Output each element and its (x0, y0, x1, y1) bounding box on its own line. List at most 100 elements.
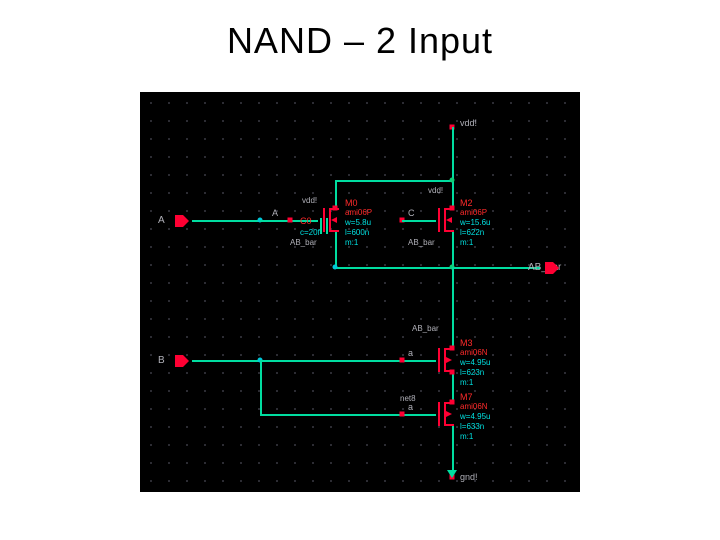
grid-dot (222, 192, 224, 194)
grid-dot (204, 480, 206, 482)
grid-dot (258, 462, 260, 464)
grid-dot (258, 336, 260, 338)
grid-dot (492, 444, 494, 446)
grid-dot (168, 426, 170, 428)
net-label: A (158, 215, 165, 226)
grid-dot (510, 426, 512, 428)
grid-dot (564, 102, 566, 104)
grid-dot (546, 354, 548, 356)
grid-dot (294, 444, 296, 446)
grid-dot (168, 120, 170, 122)
grid-dot (312, 138, 314, 140)
pmos-arrow-icon (331, 217, 337, 223)
grid-dot (366, 408, 368, 410)
net-label: a (408, 349, 413, 359)
grid-dot (384, 120, 386, 122)
wire (452, 426, 454, 472)
grid-dot (204, 138, 206, 140)
grid-dot (510, 102, 512, 104)
schematic-canvas: vdd!M0ami06Pw=5.8ul=600nm:1M2ami06Pw=15.… (140, 92, 580, 492)
grid-dot (384, 210, 386, 212)
grid-dot (294, 336, 296, 338)
grid-dot (348, 426, 350, 428)
net-label: ami06P (345, 209, 372, 218)
grid-dot (294, 480, 296, 482)
grid-dot (402, 426, 404, 428)
pin-icon (450, 370, 455, 375)
grid-dot (312, 300, 314, 302)
grid-dot (204, 228, 206, 230)
grid-dot (564, 462, 566, 464)
grid-dot (384, 228, 386, 230)
grid-dot (438, 480, 440, 482)
grid-dot (456, 444, 458, 446)
grid-dot (222, 282, 224, 284)
grid-dot (402, 264, 404, 266)
grid-dot (510, 192, 512, 194)
grid-dot (438, 282, 440, 284)
grid-dot (222, 246, 224, 248)
net-label: ami06N (460, 403, 488, 412)
grid-dot (546, 282, 548, 284)
grid-dot (384, 354, 386, 356)
grid-dot (348, 120, 350, 122)
grid-dot (240, 354, 242, 356)
grid-dot (546, 156, 548, 158)
grid-dot (312, 390, 314, 392)
grid-dot (150, 354, 152, 356)
net-label: a (408, 403, 413, 413)
grid-dot (402, 336, 404, 338)
grid-dot (312, 264, 314, 266)
grid-dot (384, 138, 386, 140)
grid-dot (564, 372, 566, 374)
grid-dot (528, 444, 530, 446)
grid-dot (510, 282, 512, 284)
grid-dot (492, 192, 494, 194)
net-label: m:1 (345, 239, 358, 248)
grid-dot (348, 408, 350, 410)
grid-dot (240, 120, 242, 122)
grid-dot (528, 174, 530, 176)
grid-dot (258, 282, 260, 284)
net-label: w=4.95u (460, 413, 490, 422)
grid-dot (564, 390, 566, 392)
wire (335, 180, 337, 208)
grid-dot (222, 336, 224, 338)
grid-dot (546, 102, 548, 104)
grid-dot (312, 156, 314, 158)
wire (260, 360, 262, 414)
grid-dot (312, 408, 314, 410)
grid-dot (456, 408, 458, 410)
grid-dot (474, 138, 476, 140)
grid-dot (276, 102, 278, 104)
grid-dot (564, 138, 566, 140)
grid-dot (402, 390, 404, 392)
grid-dot (456, 138, 458, 140)
grid-dot (312, 372, 314, 374)
grid-dot (186, 408, 188, 410)
grid-dot (546, 372, 548, 374)
grid-dot (168, 480, 170, 482)
net-label: w=4.95u (460, 359, 490, 368)
grid-dot (348, 156, 350, 158)
grid-dot (510, 318, 512, 320)
grid-dot (528, 246, 530, 248)
grid-dot (564, 354, 566, 356)
grid-dot (510, 174, 512, 176)
grid-dot (186, 228, 188, 230)
net-label: A (272, 209, 278, 219)
grid-dot (168, 192, 170, 194)
grid-dot (330, 282, 332, 284)
grid-dot (150, 426, 152, 428)
grid-dot (204, 426, 206, 428)
grid-dot (456, 120, 458, 122)
grid-dot (546, 444, 548, 446)
grid-dot (204, 300, 206, 302)
pin-icon (450, 346, 455, 351)
grid-dot (240, 426, 242, 428)
grid-dot (564, 228, 566, 230)
grid-dot (564, 174, 566, 176)
page-title: NAND – 2 Input (0, 20, 720, 62)
net-label: l=623n (460, 369, 484, 378)
grid-dot (204, 192, 206, 194)
